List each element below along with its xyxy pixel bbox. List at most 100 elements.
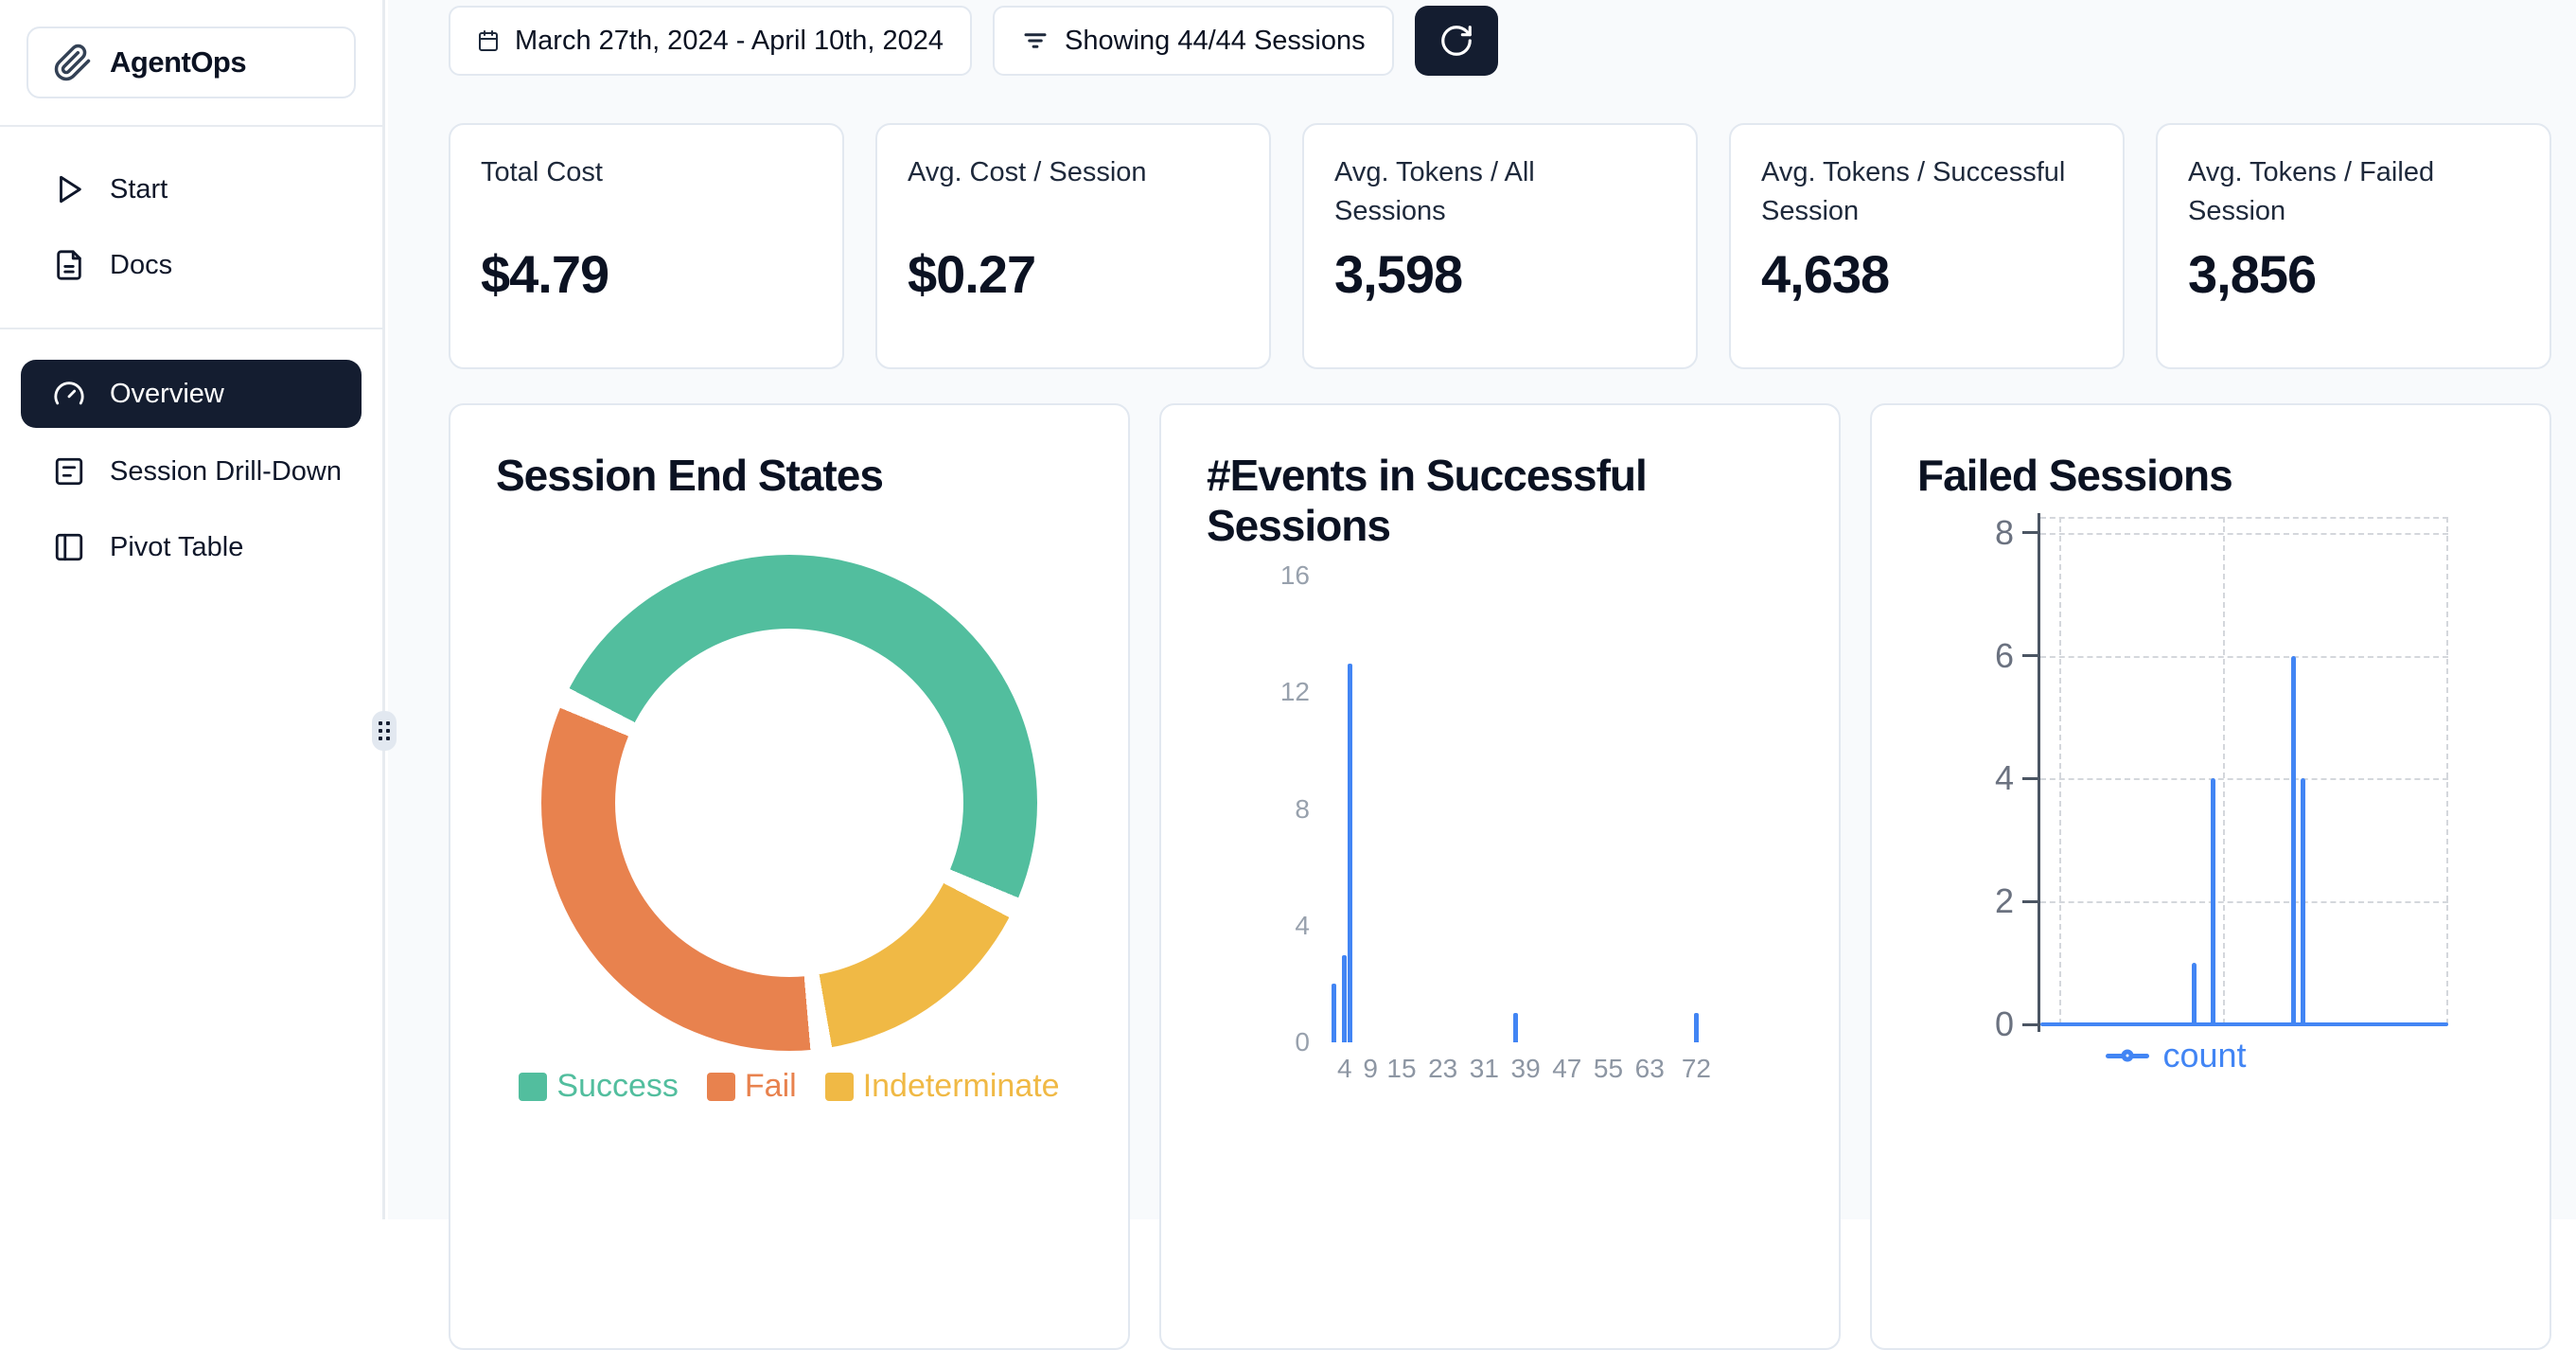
x-tick-label: 47 bbox=[1552, 1054, 1582, 1083]
main-content: March 27th, 2024 - April 10th, 2024 Show… bbox=[388, 0, 2576, 1350]
y-axis-tick bbox=[2022, 1022, 2038, 1026]
donut-chart bbox=[541, 555, 1037, 1051]
legend-item-fail[interactable]: Fail bbox=[706, 1068, 797, 1105]
stat-value: 3,598 bbox=[1334, 244, 1463, 304]
stat-label: Avg. Tokens / Failed Session bbox=[2188, 157, 2435, 226]
app-logo[interactable]: AgentOps bbox=[26, 27, 356, 98]
count-spike bbox=[2210, 778, 2215, 1024]
legend-count-label: count bbox=[2162, 1036, 2247, 1075]
x-tick-label: 31 bbox=[1469, 1054, 1499, 1083]
legend-swatch bbox=[824, 1072, 854, 1101]
stat-card-avg-cost-session: Avg. Cost / Session $0.27 bbox=[875, 123, 1271, 369]
y-axis-line bbox=[2038, 513, 2040, 1032]
legend-item-indeterminate[interactable]: Indeterminate bbox=[824, 1068, 1060, 1105]
refresh-icon bbox=[1440, 26, 1472, 56]
x-tick-label: 39 bbox=[1510, 1054, 1541, 1083]
x-tick-label: 63 bbox=[1634, 1054, 1665, 1083]
list-box-icon bbox=[55, 457, 83, 486]
y-tick-label: 4 bbox=[1295, 910, 1310, 940]
sessions-filter-button[interactable]: Showing 44/44 Sessions bbox=[993, 6, 1394, 76]
h-gridline bbox=[2040, 901, 2448, 904]
stat-value: 4,638 bbox=[1761, 244, 1890, 304]
y-tick-label: 8 bbox=[1295, 793, 1310, 824]
sidebar-divider bbox=[0, 328, 382, 329]
count-legend[interactable]: count bbox=[1972, 1036, 2380, 1075]
sidebar-item-label: Overview bbox=[110, 378, 224, 409]
count-baseline bbox=[2040, 1022, 2448, 1026]
y-axis-tick bbox=[2022, 654, 2038, 658]
y-axis-tick bbox=[2022, 531, 2038, 535]
chart-title: Failed Sessions bbox=[1917, 451, 2233, 500]
donut-hole bbox=[615, 629, 963, 977]
app-name: AgentOps bbox=[110, 45, 247, 79]
refresh-button[interactable] bbox=[1414, 6, 1498, 76]
y-tick-label: 8 bbox=[1994, 512, 2014, 552]
panel-left-icon bbox=[55, 533, 83, 561]
stat-value: $0.27 bbox=[908, 244, 1036, 304]
y-tick-label: 0 bbox=[1295, 1027, 1310, 1057]
stat-label: Avg. Cost / Session bbox=[908, 157, 1147, 187]
legend-label: Fail bbox=[744, 1068, 797, 1104]
sidebar: AgentOps Start Docs Overview bbox=[0, 0, 385, 1219]
sidebar-item-label: Docs bbox=[110, 249, 173, 280]
date-range-button[interactable]: March 27th, 2024 - April 10th, 2024 bbox=[449, 6, 973, 76]
chart-card-session-end-states: Session End States Success Fail Indetermin… bbox=[449, 403, 1130, 1350]
stats-row: Total Cost $4.79 Avg. Cost / Session $0.… bbox=[449, 123, 2551, 369]
legend-swatch bbox=[519, 1072, 548, 1101]
v-gridline bbox=[2059, 517, 2062, 1024]
bar bbox=[1347, 663, 1352, 1042]
bar bbox=[1693, 1013, 1699, 1042]
line-legend-marker-icon bbox=[2106, 1049, 2150, 1062]
stat-card-avg-tokens-failed: Avg. Tokens / Failed Session 3,856 bbox=[2156, 123, 2551, 369]
h-gridline bbox=[2040, 778, 2448, 781]
legend-item-success[interactable]: Success bbox=[519, 1068, 679, 1105]
sidebar-nav-top: Start Docs bbox=[0, 127, 382, 328]
charts-row: Session End States Success Fail Indetermin… bbox=[449, 403, 2551, 1350]
sidebar-item-label: Session Drill-Down bbox=[110, 455, 342, 487]
bar bbox=[1512, 1013, 1518, 1042]
sessions-filter-label: Showing 44/44 Sessions bbox=[1065, 25, 1366, 56]
plot-frame bbox=[2040, 517, 2448, 1024]
paperclip-icon bbox=[54, 44, 91, 81]
sidebar-resize-handle[interactable] bbox=[372, 711, 397, 751]
calendar-icon bbox=[479, 30, 498, 51]
donut-legend: Success Fail Indeterminate bbox=[450, 1068, 1128, 1105]
sidebar-item-session-drill-down[interactable]: Session Drill-Down bbox=[0, 434, 382, 509]
y-tick-label: 4 bbox=[1994, 758, 2014, 798]
x-tick-label: 15 bbox=[1386, 1054, 1417, 1083]
sidebar-item-overview[interactable]: Overview bbox=[21, 360, 362, 428]
chart-card-failed-sessions: Failed Sessions 8 6 4 2 0 count bbox=[1870, 403, 2551, 1350]
y-tick-label: 2 bbox=[1994, 881, 2014, 921]
count-spike bbox=[2290, 655, 2296, 1024]
date-range-label: March 27th, 2024 - April 10th, 2024 bbox=[515, 25, 944, 56]
v-gridline bbox=[2222, 517, 2225, 1024]
h-gridline bbox=[2040, 655, 2448, 658]
sidebar-nav-main: Overview Session Drill-Down Pivot Table bbox=[0, 329, 382, 610]
bar bbox=[1332, 984, 1337, 1042]
x-tick-label: 55 bbox=[1593, 1054, 1624, 1083]
x-tick-label: 23 bbox=[1428, 1054, 1458, 1083]
sidebar-item-label: Pivot Table bbox=[110, 531, 244, 562]
sidebar-item-start[interactable]: Start bbox=[0, 151, 382, 227]
legend-label: Indeterminate bbox=[862, 1068, 1060, 1104]
sidebar-item-pivot-table[interactable]: Pivot Table bbox=[0, 509, 382, 585]
stat-value: $4.79 bbox=[481, 244, 609, 304]
sidebar-divider bbox=[0, 125, 382, 127]
document-icon bbox=[57, 250, 81, 280]
stat-card-avg-tokens-successful: Avg. Tokens / Successful Session 4,638 bbox=[1729, 123, 2125, 369]
y-tick-label: 6 bbox=[1994, 635, 2014, 675]
sidebar-item-docs[interactable]: Docs bbox=[0, 227, 382, 303]
gauge-icon bbox=[54, 382, 84, 405]
legend-label: Success bbox=[556, 1068, 679, 1104]
filter-icon bbox=[1024, 33, 1047, 48]
stat-label: Avg. Tokens / Successful Session bbox=[1761, 157, 2066, 226]
y-tick-label: 12 bbox=[1279, 677, 1310, 707]
chart-title: Session End States bbox=[496, 451, 884, 500]
x-tick-label: 9 bbox=[1363, 1054, 1378, 1083]
stat-value: 3,856 bbox=[2188, 244, 2317, 304]
topbar: March 27th, 2024 - April 10th, 2024 Show… bbox=[449, 6, 2551, 76]
stat-label: Total Cost bbox=[481, 157, 603, 187]
y-axis-tick bbox=[2022, 899, 2038, 903]
x-tick-label: 4 bbox=[1337, 1054, 1352, 1083]
stat-card-total-cost: Total Cost $4.79 bbox=[449, 123, 844, 369]
